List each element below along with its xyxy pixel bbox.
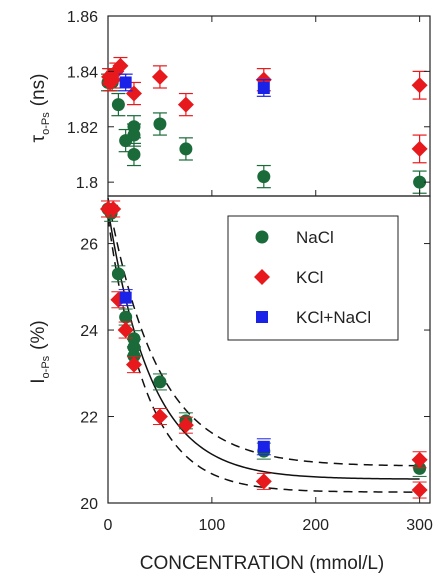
bottom-point-kcl-nacl bbox=[257, 440, 270, 453]
bottom-point-kcl bbox=[411, 451, 428, 468]
top-y-label-unit: (ns) bbox=[28, 74, 49, 107]
top-point-nacl bbox=[127, 147, 141, 161]
bottom-point-kcl bbox=[117, 322, 134, 339]
top-point-nacl bbox=[413, 175, 427, 189]
top-ytick-label: 1.8 bbox=[76, 175, 98, 192]
legend-label-kcl: KCl bbox=[296, 268, 323, 287]
top-point-kcl bbox=[112, 57, 129, 74]
legend-marker-kcl bbox=[254, 269, 270, 285]
bottom-point-nacl bbox=[153, 375, 167, 389]
legend-marker-kcl-nacl bbox=[256, 311, 268, 323]
bottom-ytick-label: 22 bbox=[80, 410, 98, 427]
bottom-point-nacl bbox=[127, 349, 141, 363]
bottom-y-label-sub: o-Ps bbox=[40, 355, 52, 378]
bottom-ytick-label: 24 bbox=[80, 323, 98, 340]
bottom-y-axis-label: Io-Ps (%) bbox=[28, 320, 52, 383]
bottom-point-kcl bbox=[411, 482, 428, 499]
top-point-kcl bbox=[411, 77, 428, 94]
top-point-kcl-nacl bbox=[119, 76, 132, 89]
top-point-nacl bbox=[153, 117, 167, 131]
top-point-nacl bbox=[179, 142, 193, 156]
top-point-kcl bbox=[151, 68, 168, 85]
legend-marker-nacl bbox=[255, 230, 269, 244]
bottom-point-nacl bbox=[119, 310, 133, 324]
bottom-point-kcl bbox=[177, 417, 194, 434]
top-plot-frame bbox=[107, 15, 431, 197]
bottom-xtick-label: 100 bbox=[199, 517, 226, 534]
legend-label-kcl-nacl: KCl+NaCl bbox=[296, 308, 371, 327]
top-point-kcl-nacl bbox=[257, 82, 270, 94]
top-point-kcl bbox=[125, 85, 142, 102]
legend: NaCl KCl KCl+NaCl bbox=[227, 215, 399, 341]
x-axis-label: CONCENTRATION (mmol/L) bbox=[140, 553, 385, 574]
top-point-nacl bbox=[257, 170, 271, 184]
top-ytick-label: 1.82 bbox=[67, 120, 98, 137]
top-point-nacl bbox=[111, 98, 125, 112]
bottom-ytick-label: 20 bbox=[80, 496, 98, 513]
bottom-y-label-main: I bbox=[28, 378, 49, 383]
bottom-point-kcl bbox=[151, 408, 168, 425]
top-ytick-label: 1.84 bbox=[67, 64, 98, 81]
bottom-point-nacl bbox=[413, 461, 427, 475]
bottom-point-kcl bbox=[125, 356, 142, 373]
legend-label-nacl: NaCl bbox=[296, 228, 334, 247]
bottom-xtick-label: 200 bbox=[302, 517, 329, 534]
top-ytick-label: 1.86 bbox=[67, 9, 98, 26]
fit-curve bbox=[107, 208, 420, 480]
top-point-nacl bbox=[127, 120, 141, 134]
chart-ticks: 1.8 1.82 1.84 1.86 20 22 24 26 0 100 200 300 bbox=[67, 9, 433, 534]
top-y-label-sub: o-Ps bbox=[40, 112, 52, 135]
top-point-kcl bbox=[411, 140, 428, 157]
top-point-kcl bbox=[108, 63, 125, 80]
bottom-point-nacl bbox=[111, 267, 125, 281]
bottom-ytick-label: 26 bbox=[80, 237, 98, 254]
bottom-y-label-unit: (%) bbox=[28, 320, 49, 350]
bottom-plot-frame bbox=[107, 195, 431, 504]
chart-marks bbox=[100, 56, 428, 499]
bottom-point-kcl bbox=[255, 473, 272, 490]
top-y-label-main: τ bbox=[28, 134, 49, 142]
bottom-point-kcl bbox=[105, 200, 122, 217]
bottom-point-kcl-nacl bbox=[119, 291, 132, 304]
top-point-kcl bbox=[177, 96, 194, 113]
top-y-axis-label: τo-Ps (ns) bbox=[28, 74, 52, 143]
bottom-xtick-label: 0 bbox=[104, 517, 113, 534]
bottom-xtick-label: 300 bbox=[406, 517, 433, 534]
